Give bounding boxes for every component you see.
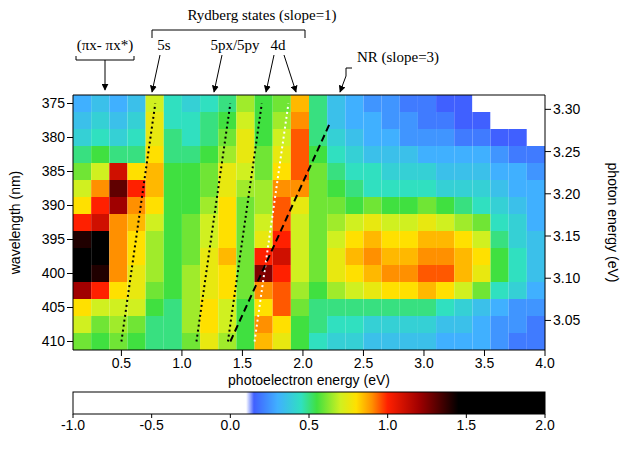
svg-text:1.0: 1.0 bbox=[172, 355, 192, 371]
svg-text:wavelength (nm): wavelength (nm) bbox=[7, 171, 23, 276]
svg-text:3.15: 3.15 bbox=[553, 228, 580, 244]
svg-text:3.20: 3.20 bbox=[553, 186, 580, 202]
svg-text:405: 405 bbox=[42, 299, 66, 315]
svg-text:NR (slope=3): NR (slope=3) bbox=[357, 49, 439, 66]
svg-text:photon energy (eV): photon energy (eV) bbox=[605, 163, 621, 283]
svg-text:1.5: 1.5 bbox=[233, 355, 253, 371]
svg-text:5s: 5s bbox=[157, 37, 171, 53]
svg-text:3.0: 3.0 bbox=[414, 355, 434, 371]
svg-text:2.0: 2.0 bbox=[535, 417, 555, 433]
svg-text:3.25: 3.25 bbox=[553, 144, 580, 160]
svg-text:-0.5: -0.5 bbox=[140, 417, 164, 433]
svg-text:Rydberg states (slope=1): Rydberg states (slope=1) bbox=[187, 7, 336, 24]
svg-text:1.0: 1.0 bbox=[378, 417, 398, 433]
svg-text:380: 380 bbox=[42, 129, 66, 145]
svg-text:400: 400 bbox=[42, 265, 66, 281]
svg-text:410: 410 bbox=[42, 333, 66, 349]
svg-text:1.5: 1.5 bbox=[457, 417, 477, 433]
svg-text:3.30: 3.30 bbox=[553, 101, 580, 117]
svg-text:0.5: 0.5 bbox=[112, 355, 132, 371]
svg-text:3.5: 3.5 bbox=[475, 355, 495, 371]
svg-text:4d: 4d bbox=[271, 37, 287, 53]
svg-text:3.05: 3.05 bbox=[553, 312, 580, 328]
svg-text:375: 375 bbox=[42, 95, 66, 111]
svg-text:395: 395 bbox=[42, 231, 66, 247]
svg-text:(πx- πx*): (πx- πx*) bbox=[77, 37, 133, 54]
svg-text:4.0: 4.0 bbox=[535, 355, 555, 371]
svg-text:-1.0: -1.0 bbox=[61, 417, 85, 433]
svg-text:0.0: 0.0 bbox=[221, 417, 241, 433]
svg-text:390: 390 bbox=[42, 197, 66, 213]
svg-text:3.10: 3.10 bbox=[553, 270, 580, 286]
svg-text:5px/5py: 5px/5py bbox=[210, 37, 260, 53]
svg-text:2.5: 2.5 bbox=[354, 355, 374, 371]
svg-text:photoelectron energy (eV): photoelectron energy (eV) bbox=[228, 372, 390, 388]
svg-text:2.0: 2.0 bbox=[293, 355, 313, 371]
svg-text:0.5: 0.5 bbox=[299, 417, 319, 433]
svg-text:385: 385 bbox=[42, 163, 66, 179]
